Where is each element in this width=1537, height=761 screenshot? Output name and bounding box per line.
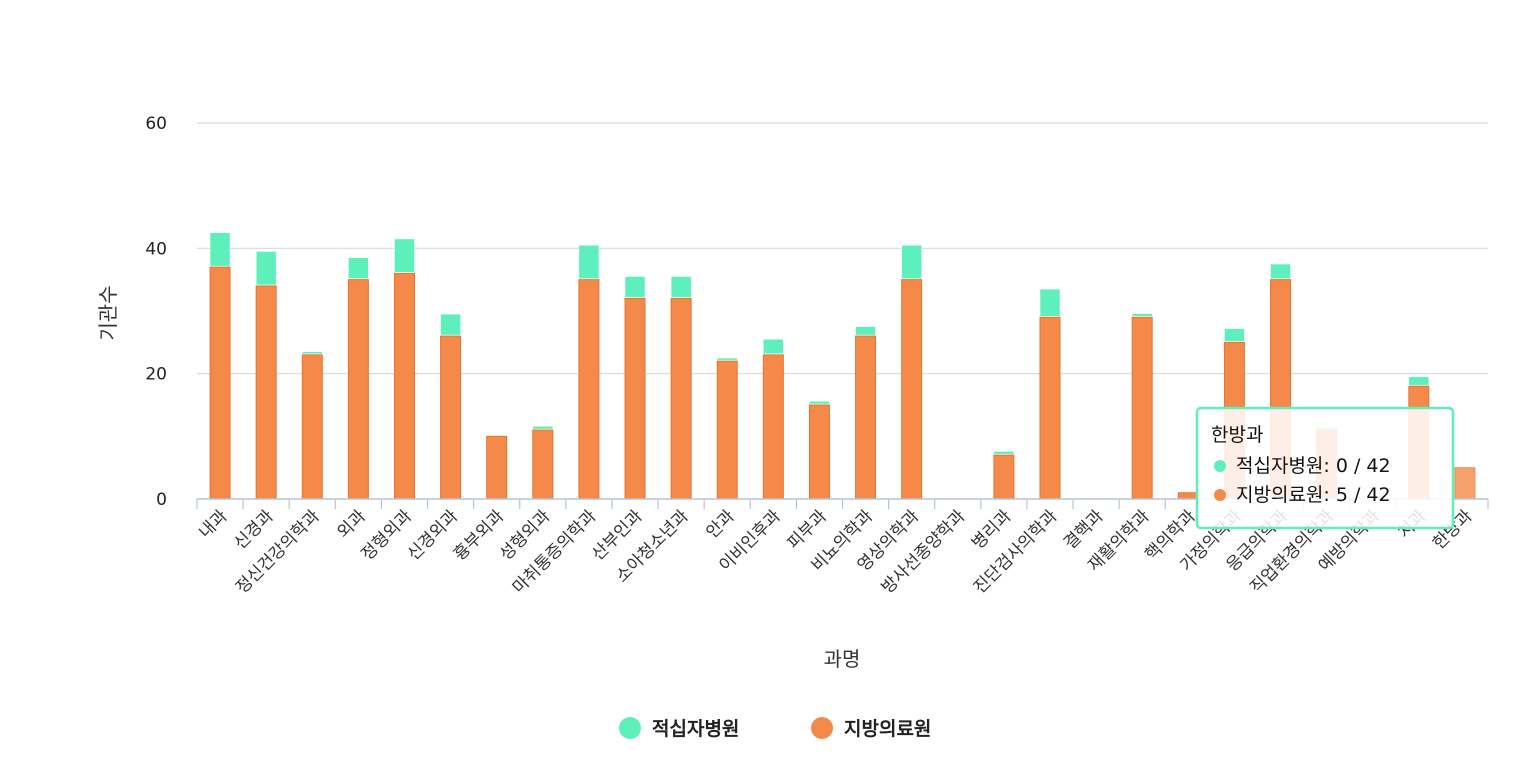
bar-series-1[interactable] — [855, 335, 877, 500]
bar-series-2[interactable] — [901, 244, 922, 279]
tooltip-title: 한방과 — [1211, 424, 1263, 446]
bar-series-1[interactable] — [578, 279, 600, 500]
x-tick-label: 흉부외과 — [450, 506, 509, 565]
bar-series-2[interactable] — [716, 357, 738, 361]
bar-series-2[interactable] — [440, 313, 461, 336]
bar-series-1[interactable] — [762, 354, 784, 500]
bar-series-2[interactable] — [670, 276, 692, 298]
tooltip-row-2: 지방의료원: 5 / 42 — [1236, 484, 1391, 506]
tooltip-marker-1 — [1214, 460, 1226, 472]
bar-series-1[interactable] — [486, 435, 508, 500]
x-tick-label: 내과 — [195, 506, 232, 543]
bar-series-2[interactable] — [993, 451, 1015, 455]
bar-series-2[interactable] — [809, 400, 830, 405]
bar-series-1[interactable] — [716, 360, 738, 500]
bar-series-2[interactable] — [1039, 288, 1061, 317]
bar-series-1[interactable] — [532, 429, 554, 500]
legend-item-series-2[interactable]: 적십자병원 — [619, 717, 739, 740]
bar-series-1[interactable] — [255, 285, 277, 500]
y-axis-ticks: 0 20 40 60 — [145, 114, 167, 510]
y-tick-label: 20 — [145, 365, 167, 385]
bar-series-2[interactable] — [1408, 376, 1430, 386]
tooltip: 한방과 적십자병원: 0 / 42 지방의료원: 5 / 42 — [1195, 406, 1455, 530]
bar-series-2[interactable] — [855, 326, 876, 336]
bar-series-2[interactable] — [1131, 313, 1153, 317]
bar-series-1[interactable] — [1131, 316, 1153, 500]
bar-series-1[interactable] — [808, 404, 830, 500]
bar-series-1[interactable] — [301, 354, 323, 500]
bar-series-1[interactable] — [440, 335, 462, 500]
bar-series-1[interactable] — [1177, 492, 1199, 500]
bar-series-2[interactable] — [255, 251, 277, 286]
y-tick-label: 40 — [145, 239, 167, 259]
bar-series-2[interactable] — [394, 238, 415, 273]
x-tick-label: 정형외과 — [358, 506, 417, 565]
bar-series-2[interactable] — [624, 276, 646, 298]
tooltip-row-1: 적십자병원: 0 / 42 — [1236, 455, 1391, 477]
bar-series-2[interactable] — [763, 338, 784, 355]
x-tick-label: 외과 — [334, 506, 371, 543]
grid-lines — [197, 122, 1488, 375]
bar-series-1[interactable] — [393, 272, 415, 500]
y-tick-label: 60 — [145, 114, 167, 134]
tooltip-box — [1195, 406, 1455, 530]
bar-series-2[interactable] — [348, 257, 369, 279]
bar-series-2[interactable] — [302, 351, 323, 355]
bar-series-1[interactable] — [993, 454, 1015, 500]
bar-series-1[interactable] — [624, 297, 646, 500]
x-tick-label: 신경외과 — [404, 506, 463, 565]
y-tick-label: 0 — [156, 490, 167, 510]
legend-marker-series-1 — [811, 717, 833, 739]
legend: 적십자병원 지방의료원 — [619, 717, 931, 740]
legend-label-series-2: 적십자병원 — [652, 718, 739, 740]
bar-series-2[interactable] — [532, 426, 554, 430]
bar-series-2[interactable] — [1270, 263, 1291, 279]
y-axis-title: 기관수 — [96, 285, 120, 340]
x-tick-label: 안과 — [703, 506, 740, 543]
legend-item-series-1[interactable]: 지방의료원 — [811, 717, 931, 740]
bar-series-1[interactable] — [209, 266, 231, 500]
bar-series-1[interactable] — [1039, 316, 1061, 500]
legend-label-series-1: 지방의료원 — [844, 718, 931, 740]
bar-series-2[interactable] — [209, 232, 231, 267]
bar-series-2[interactable] — [1224, 328, 1245, 342]
bar-series-2[interactable] — [578, 244, 600, 279]
bar-series-1[interactable] — [901, 279, 923, 500]
bar-series-1[interactable] — [1454, 467, 1476, 500]
legend-marker-series-2 — [619, 717, 641, 739]
bar-series-1[interactable] — [670, 297, 692, 500]
bar-series-1[interactable] — [347, 279, 369, 500]
x-axis-title: 과명 — [824, 647, 861, 671]
tooltip-marker-2 — [1214, 489, 1226, 501]
